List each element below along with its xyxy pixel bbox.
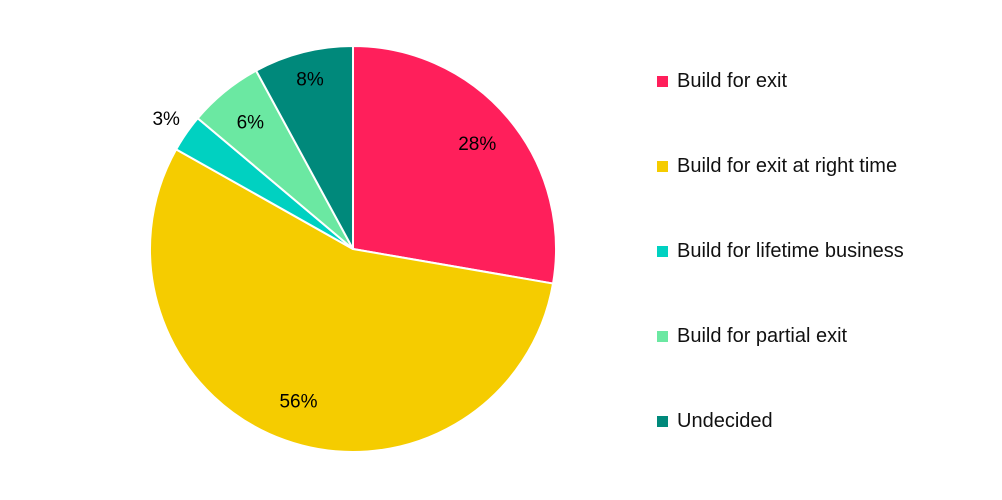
pie-slice-undecided xyxy=(254,44,354,250)
legend-label-build-for-partial-exit: Build for partial exit xyxy=(677,324,848,347)
legend-item-build-for-partial-exit: Build for partial exit xyxy=(657,319,987,353)
pie-slice-build-for-exit-at-right-time xyxy=(149,147,555,453)
legend-item-undecided: Undecided xyxy=(657,404,987,438)
data-label-build-for-partial-exit: 6% xyxy=(237,113,265,134)
pie-slice-build-for-exit xyxy=(352,44,557,285)
legend-item-build-for-exit-at-right-time: Build for exit at right time xyxy=(657,149,987,183)
legend: Build for exit Build for exit at right t… xyxy=(657,64,987,489)
data-label-build-for-exit-at-right-time: 56% xyxy=(279,391,317,412)
legend-swatch-build-for-partial-exit xyxy=(657,330,668,342)
data-label-build-for-exit: 28% xyxy=(458,134,496,155)
legend-label-build-for-exit: Build for exit xyxy=(677,69,788,92)
data-label-build-for-lifetime-business: 3% xyxy=(152,109,180,130)
pie-slices xyxy=(149,44,557,453)
pie-labels: 28% 56% 3% 6% 8% xyxy=(152,69,496,412)
legend-label-build-for-lifetime-business: Build for lifetime business xyxy=(677,239,904,262)
legend-item-build-for-lifetime-business: Build for lifetime business xyxy=(657,234,987,268)
data-label-undecided: 8% xyxy=(296,69,324,90)
legend-swatch-build-for-lifetime-business xyxy=(657,245,668,257)
legend-swatch-build-for-exit-at-right-time xyxy=(657,160,668,172)
legend-item-build-for-exit: Build for exit xyxy=(657,64,987,98)
legend-label-build-for-exit-at-right-time: Build for exit at right time xyxy=(677,154,898,177)
legend-swatch-build-for-exit xyxy=(657,75,668,87)
legend-swatch-undecided xyxy=(657,415,668,427)
legend-label-undecided: Undecided xyxy=(677,409,773,432)
